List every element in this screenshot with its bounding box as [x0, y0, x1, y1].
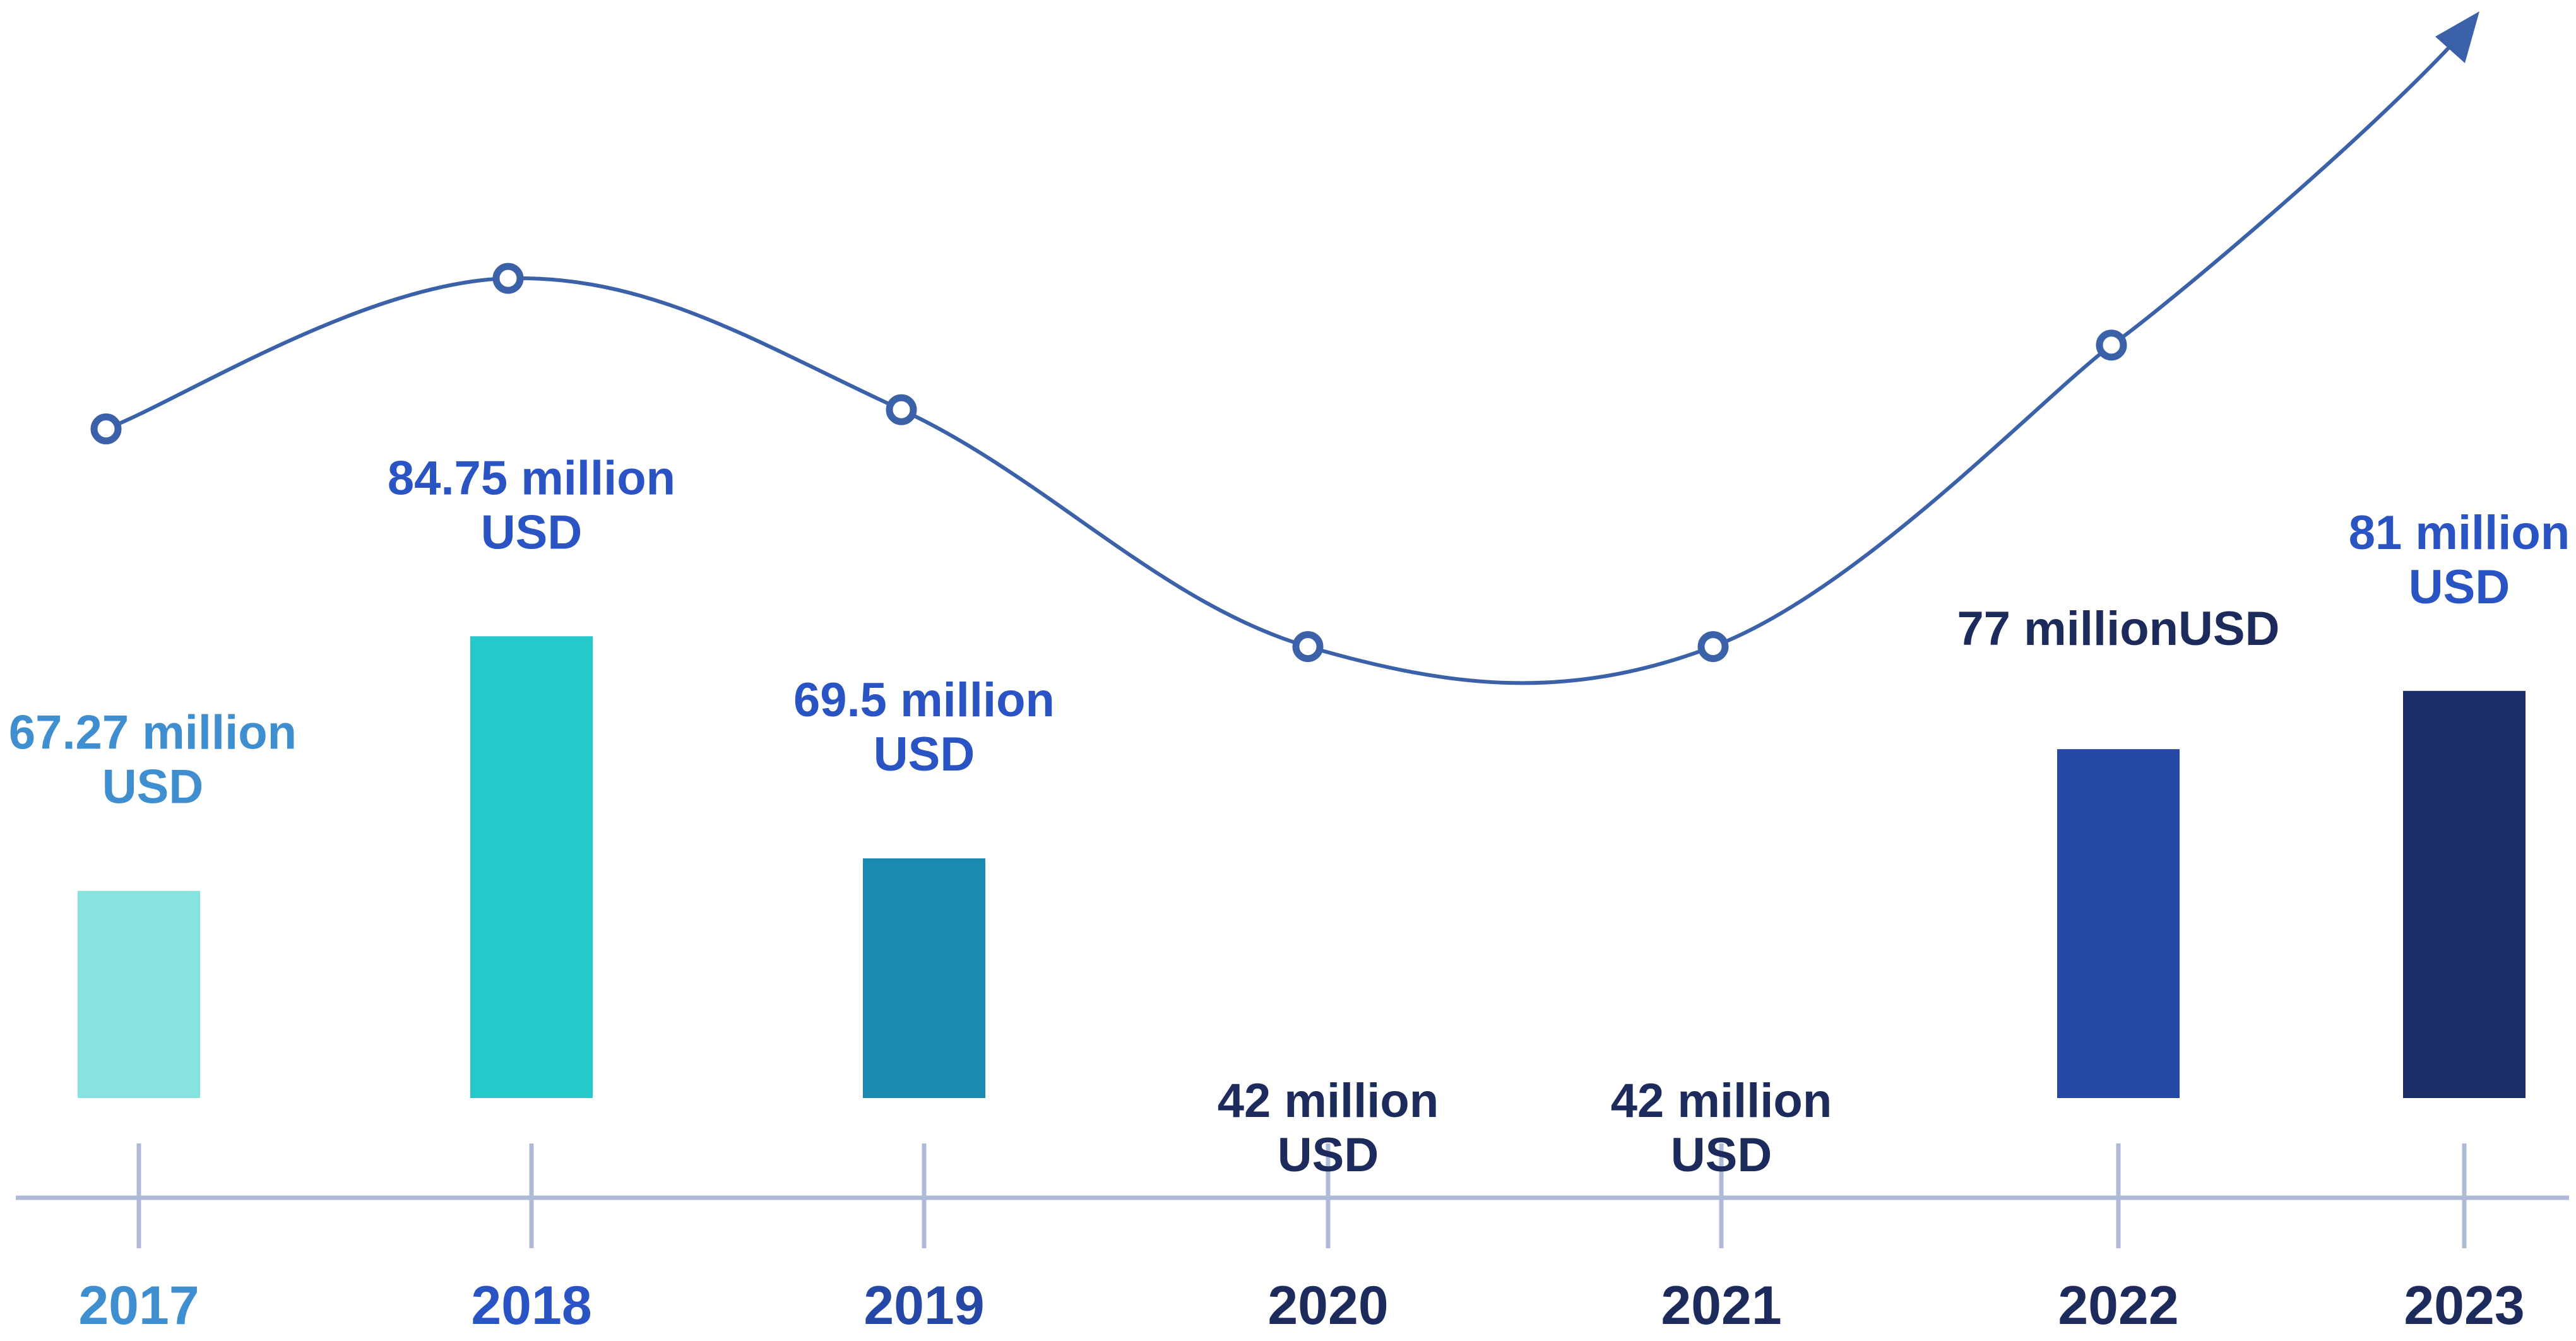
- data-label-2019-line2: USD: [874, 728, 975, 781]
- x-tick-label-2021: 2021: [1661, 1275, 1781, 1336]
- data-label-2021-line1: 42 million: [1611, 1074, 1832, 1128]
- trend-marker-2017: [90, 413, 122, 445]
- bar-2019: [863, 858, 985, 1098]
- trend-marker-2018: [492, 263, 524, 294]
- x-tick-label-2017: 2017: [78, 1275, 199, 1336]
- data-label-2020-line1: 42 million: [1218, 1074, 1439, 1128]
- data-label-2018-line2: USD: [481, 505, 582, 559]
- trend-line-group: [90, 11, 2479, 685]
- trend-marker-2020: [1292, 631, 1324, 663]
- bar-2023: [2403, 690, 2526, 1098]
- x-tick-label-2018: 2018: [471, 1275, 591, 1336]
- data-label-2020-line2: USD: [1278, 1128, 1379, 1182]
- x-tick-label-2020: 2020: [1267, 1275, 1388, 1336]
- trend-arrow-head: [2435, 11, 2479, 63]
- data-label-2022-line1: 77 millionUSD: [1957, 602, 2280, 656]
- data-label-2017-line2: USD: [102, 760, 203, 814]
- x-tick-label-2019: 2019: [864, 1275, 984, 1336]
- x-axis: 2017 2018 2019 2020 2021 2022 2023: [16, 1143, 2569, 1336]
- trend-marker-2021: [1697, 631, 1729, 663]
- bars-group: [78, 636, 2526, 1098]
- data-label-2019-line1: 69.5 million: [793, 673, 1055, 727]
- data-label-2018-line1: 84.75 million: [388, 451, 675, 505]
- bar-2018: [470, 636, 593, 1098]
- data-label-2021-line2: USD: [1671, 1128, 1772, 1182]
- bar-2022: [2057, 749, 2180, 1098]
- trend-marker-2022: [2096, 329, 2127, 361]
- x-tick-label-2022: 2022: [2058, 1275, 2178, 1336]
- bar-2017: [78, 890, 200, 1098]
- x-tick-label-2023: 2023: [2404, 1275, 2524, 1336]
- trend-marker-2019: [886, 394, 917, 425]
- data-label-2023-line1: 81 million: [2349, 506, 2570, 560]
- data-label-2017-line1: 67.27 million: [9, 706, 297, 760]
- data-label-2023-line2: USD: [2409, 560, 2510, 614]
